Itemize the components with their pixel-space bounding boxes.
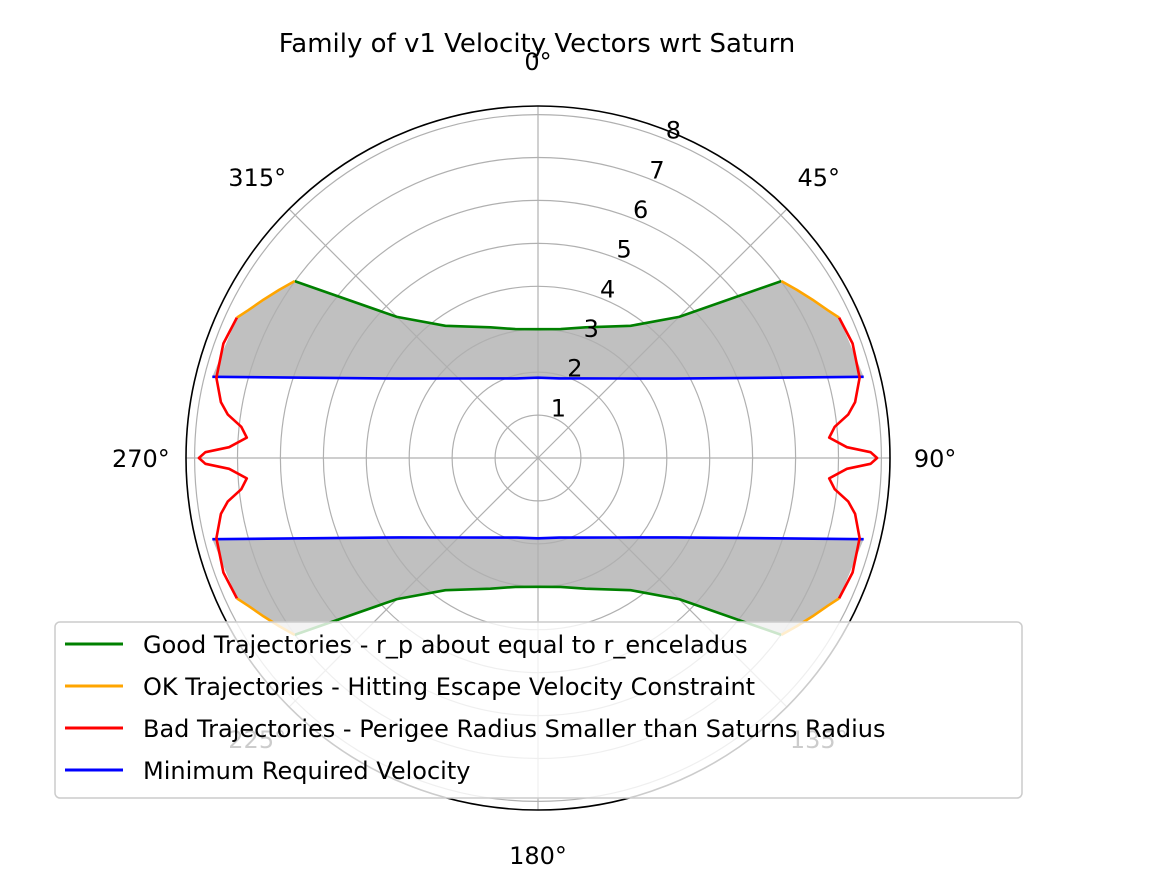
radial-tick-label-5: 5: [616, 236, 631, 264]
radial-tick-label-3: 3: [584, 315, 599, 343]
grid-spoke-315: [288, 208, 539, 459]
series-0-segment-1: [294, 585, 782, 637]
legend-label-2: Bad Trajectories - Perigee Radius Smalle…: [143, 715, 886, 743]
angle-tick-label-45: 45°: [798, 164, 841, 192]
angle-tick-label-270: 270°: [112, 445, 170, 473]
series-3-segment-1: [212, 536, 864, 541]
angle-tick-label-90: 90°: [914, 445, 957, 473]
series-2-segment-1: [197, 316, 249, 600]
angle-tick-label-315: 315°: [228, 164, 286, 192]
grid-spoke-45: [537, 208, 788, 459]
radial-tick-label-6: 6: [633, 196, 648, 224]
legend-box: [54, 621, 1023, 799]
legend-label-3: Minimum Required Velocity: [143, 757, 470, 785]
radial-tick-label-1: 1: [551, 394, 566, 422]
polar-frame: [185, 105, 891, 811]
legend: Good Trajectories - r_p about equal to r…: [54, 621, 1023, 799]
series-1-segment-0: [780, 279, 840, 319]
series-2-segment-0: [827, 316, 879, 600]
legend-label-0: Good Trajectories - r_p about equal to r…: [143, 631, 748, 659]
series-0-segment-0: [294, 279, 782, 331]
chart-title: Family of v1 Velocity Vectors wrt Saturn: [279, 29, 796, 59]
series-1-segment-1: [236, 279, 296, 319]
radial-tick-label-2: 2: [567, 355, 582, 383]
radial-tick-label-4: 4: [600, 275, 615, 303]
series-3-segment-0: [212, 375, 864, 380]
radial-tick-label-8: 8: [666, 117, 681, 145]
legend-label-1: OK Trajectories - Hitting Escape Velocit…: [143, 673, 755, 701]
angle-tick-label-180: 180°: [509, 842, 567, 870]
radial-tick-label-7: 7: [649, 156, 664, 184]
angle-tick-label-0: 0°: [524, 48, 551, 76]
